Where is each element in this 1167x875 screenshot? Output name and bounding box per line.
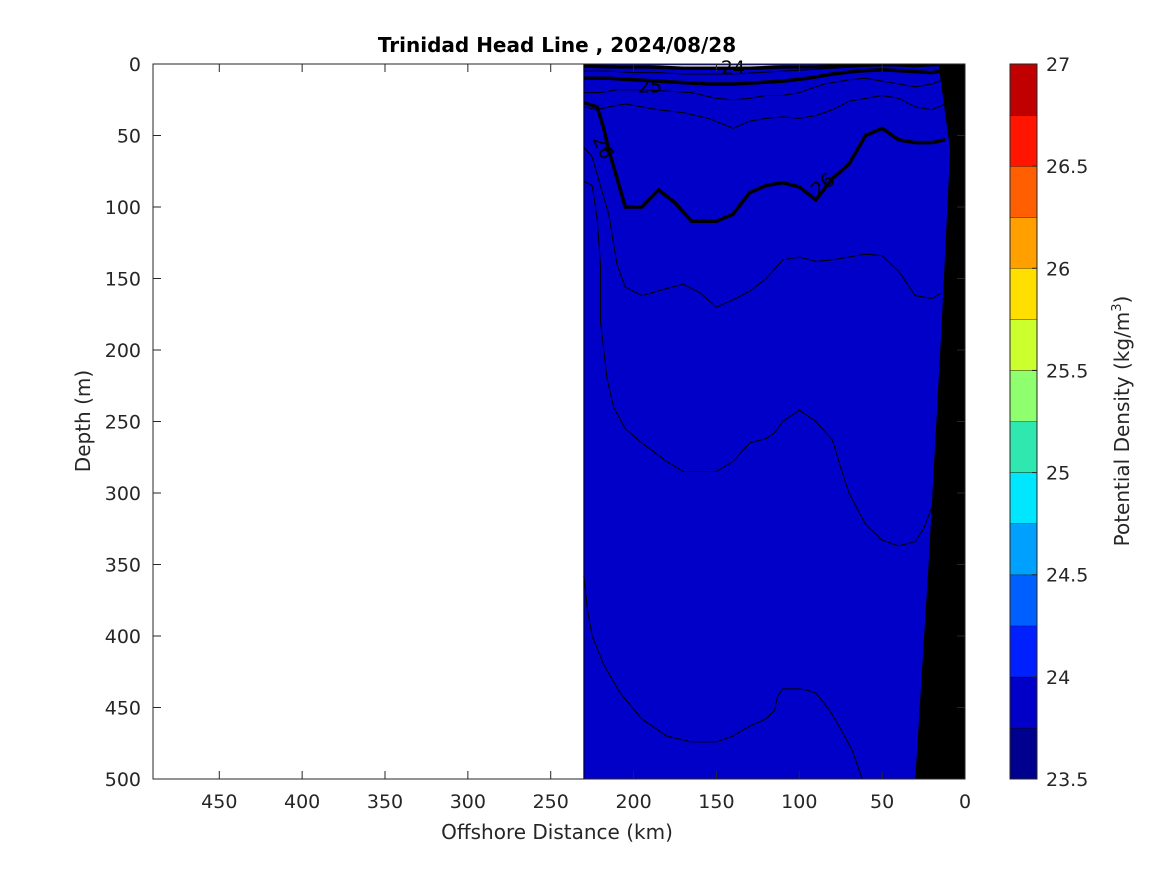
colorbar-tick-label-3: 25	[1046, 463, 1070, 485]
colorbar-swatch-11	[1010, 166, 1037, 218]
colorbar-frame	[1009, 63, 1038, 780]
colorbar-swatch-9	[1010, 268, 1037, 320]
x-tick-label-3: 300	[450, 791, 486, 813]
density-bands	[583, 64, 965, 779]
x-tick-label-1: 400	[284, 791, 320, 813]
contour-line-1	[583, 180, 933, 547]
y-tick-label-6: 300	[105, 483, 141, 505]
contour-line-5	[583, 77, 949, 101]
y-tick-label-1: 50	[117, 126, 141, 148]
x-tick-label-6: 150	[698, 791, 734, 813]
contour-line-3	[583, 100, 946, 224]
colorbar-swatch-4	[1010, 523, 1037, 575]
colorbar-label: Potential Density (kg/m3)	[1110, 296, 1134, 547]
seafloor-bathymetry	[915, 64, 965, 779]
colorbar-swatch-0	[1010, 727, 1037, 779]
y-tick-label-8: 400	[105, 626, 141, 648]
x-tick-label-2: 350	[367, 791, 403, 813]
x-tick-label-8: 50	[870, 791, 894, 813]
contour-label-1: 25	[638, 75, 662, 97]
y-tick-label-2: 100	[105, 197, 141, 219]
contour-line-8	[583, 64, 949, 71]
density-band-8	[583, 64, 965, 779]
y-tick-label-0: 0	[129, 54, 141, 76]
colorbar-swatch-10	[1010, 217, 1037, 269]
colorbar-swatch-13	[1010, 64, 1037, 116]
y-tick-label-9: 450	[105, 698, 141, 720]
y-axis-label: Depth (m)	[71, 370, 95, 472]
x-tick-label-5: 200	[615, 791, 651, 813]
chart-title: Trinidad Head Line , 2024/08/28	[378, 33, 736, 57]
colorbar	[1010, 63, 1037, 779]
y-tick-label-4: 200	[105, 340, 141, 362]
colorbar-tick-label-0: 23.5	[1046, 769, 1088, 791]
y-tick-label-7: 350	[105, 555, 141, 577]
x-tick-label-9: 0	[959, 791, 971, 813]
colorbar-ticks: 23.5 24 24.5 25 25.5 26 26.5 27	[1032, 54, 1088, 791]
colorbar-swatch-6	[1010, 421, 1037, 473]
colorbar-tick-label-1: 24	[1046, 667, 1070, 689]
contour-line-6	[583, 67, 949, 86]
x-axis-label: Offshore Distance (km)	[441, 820, 673, 844]
y-tick-label-3: 150	[105, 269, 141, 291]
colorbar-swatch-3	[1010, 574, 1037, 626]
colorbar-tick-label-7: 27	[1046, 54, 1070, 76]
colorbar-tick-label-4: 25.5	[1046, 360, 1088, 382]
y-tick-label-5: 250	[105, 412, 141, 434]
colorbar-swatch-12	[1010, 115, 1037, 167]
contour-line-0	[583, 575, 863, 779]
colorbar-swatch-2	[1010, 625, 1037, 677]
colorbar-swatch-5	[1010, 472, 1037, 524]
colorbar-label-superscript: 3	[1110, 303, 1125, 311]
contour-label-0: 24	[721, 57, 745, 79]
surface-band	[583, 64, 965, 66]
contour-line-4	[583, 94, 946, 129]
colorbar-tick-label-5: 26	[1046, 258, 1070, 280]
colorbar-label-close: )	[1110, 296, 1134, 304]
x-tick-label-7: 100	[781, 791, 817, 813]
y-tick-label-10: 500	[105, 769, 141, 791]
colorbar-tick-label-6: 26.5	[1046, 156, 1088, 178]
x-tick-label-4: 250	[533, 791, 569, 813]
contour-lines	[583, 64, 949, 779]
colorbar-swatch-1	[1010, 676, 1037, 728]
x-axis: 450 400 350 300 250 200 150 100 50 0	[201, 64, 971, 813]
contour-line-2	[583, 146, 943, 308]
colorbar-swatch-7	[1010, 370, 1037, 422]
colorbar-tick-label-2: 24.5	[1046, 565, 1088, 587]
y-axis: 0 50 100 150 200 250 300 350 400 450 500	[105, 54, 965, 791]
colorbar-swatch-8	[1010, 319, 1037, 371]
colorbar-label-text: Potential Density (kg/m	[1110, 312, 1134, 547]
x-tick-label-0: 450	[201, 791, 237, 813]
